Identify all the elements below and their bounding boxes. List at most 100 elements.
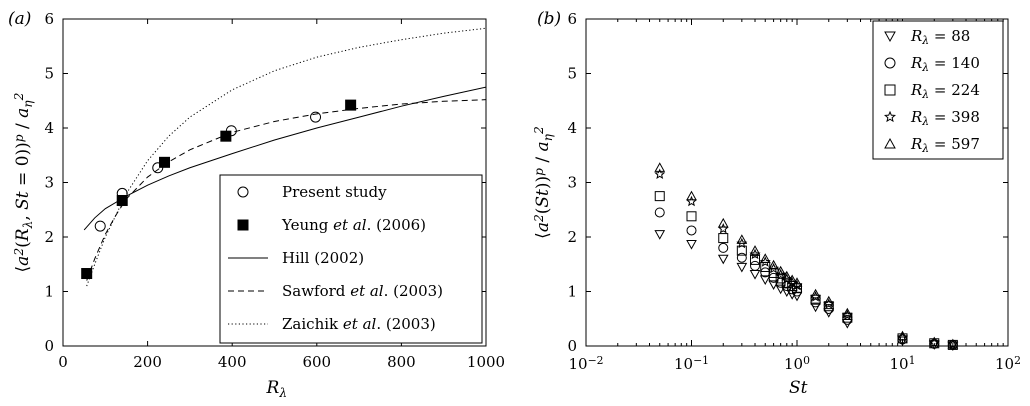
y-tick-label: 2 bbox=[44, 228, 54, 246]
y-tick-label: 3 bbox=[567, 174, 577, 192]
legend-marker bbox=[237, 219, 249, 231]
x-tick-label: 0 bbox=[58, 353, 68, 371]
data-point bbox=[823, 295, 835, 306]
x-tick-label: 100 bbox=[784, 354, 810, 373]
legend: Rλ = 88 Rλ = 140 Rλ = 224 Rλ = 398 Rλ = 597 bbox=[872, 20, 1004, 160]
x-tick-label: 200 bbox=[133, 353, 162, 371]
legend-marker bbox=[237, 186, 249, 198]
legend-label: Yeung et al. (2006) bbox=[281, 216, 426, 234]
data-point bbox=[823, 298, 835, 309]
data-point bbox=[768, 259, 779, 270]
data-point bbox=[823, 301, 834, 312]
data-point bbox=[654, 168, 666, 180]
data-point bbox=[750, 260, 761, 271]
data-point bbox=[718, 233, 729, 244]
data-point bbox=[81, 268, 93, 280]
data-point bbox=[686, 225, 697, 236]
legend-marker bbox=[884, 110, 896, 123]
legend-label: Rλ = 88 bbox=[910, 27, 970, 47]
legend-box bbox=[219, 174, 483, 344]
data-point bbox=[947, 338, 959, 350]
data-point bbox=[736, 262, 748, 273]
data-point bbox=[736, 252, 747, 263]
x-tick-label: 101 bbox=[890, 354, 916, 373]
legend-marker bbox=[884, 31, 896, 43]
legend-label: Rλ = 140 bbox=[910, 54, 980, 74]
y-axis-label: ⟨a2(St))p / aη2 bbox=[532, 126, 554, 239]
data-point bbox=[654, 230, 666, 240]
y-tick-label: 5 bbox=[44, 65, 54, 83]
data-point bbox=[791, 277, 803, 287]
legend: Present study Yeung et al. (2006) Hill (20… bbox=[219, 174, 483, 344]
panel-label: (b) bbox=[537, 9, 561, 29]
panel-a: 0 200 400 600 800 1000 0 1 2 3 4 5 6 (a) Rλ ⟨a2(Rλ, St … bbox=[8, 9, 505, 400]
data-point bbox=[717, 254, 729, 265]
data-point bbox=[736, 234, 748, 244]
data-point bbox=[928, 336, 940, 347]
data-point bbox=[897, 330, 908, 341]
legend-label: Hill (2002) bbox=[282, 249, 364, 267]
legend-marker bbox=[884, 84, 896, 96]
data-point bbox=[810, 294, 821, 305]
legend-label: Rλ = 398 bbox=[910, 108, 980, 128]
data-point bbox=[781, 270, 793, 281]
data-point bbox=[749, 245, 761, 255]
legend-label: Rλ = 224 bbox=[910, 81, 980, 101]
data-point bbox=[717, 217, 729, 228]
y-tick-label: 0 bbox=[567, 337, 577, 355]
y-axis-label: ⟨a2(Rλ, St = 0))p / aη2 bbox=[12, 92, 34, 272]
y-tick-label: 3 bbox=[44, 174, 54, 192]
data-point bbox=[842, 312, 853, 323]
x-tick-label: 400 bbox=[218, 353, 247, 371]
y-tick-label: 2 bbox=[567, 228, 577, 246]
legend-label: Rλ = 597 bbox=[910, 135, 980, 155]
y-tick-label: 4 bbox=[44, 119, 54, 137]
series-line bbox=[83, 86, 486, 231]
data-point bbox=[810, 302, 821, 313]
data-point bbox=[686, 190, 697, 201]
x-axis-label: Rλ bbox=[266, 378, 288, 400]
data-point bbox=[749, 269, 761, 280]
data-point bbox=[94, 220, 106, 232]
x-tick-label: 10−2 bbox=[568, 354, 603, 373]
data-point bbox=[781, 277, 792, 288]
legend-label: Present study bbox=[282, 183, 387, 201]
data-point bbox=[759, 253, 771, 263]
y-tick-label: 6 bbox=[44, 10, 54, 28]
data-point bbox=[947, 338, 959, 349]
y-tick-label: 5 bbox=[567, 65, 577, 83]
y-tick-label: 1 bbox=[567, 283, 577, 301]
data-point bbox=[220, 130, 232, 142]
data-point bbox=[654, 207, 665, 218]
data-point bbox=[781, 287, 793, 298]
data-point bbox=[159, 156, 171, 168]
y-tick-label: 4 bbox=[567, 119, 577, 137]
data-point bbox=[759, 275, 771, 286]
data-point bbox=[685, 195, 698, 207]
series-line bbox=[86, 99, 486, 281]
data-point bbox=[310, 111, 322, 123]
data-point bbox=[928, 336, 940, 348]
data-point bbox=[345, 99, 357, 111]
legend-label: Sawford et al. (2003) bbox=[282, 282, 443, 300]
data-point bbox=[841, 307, 853, 318]
data-point bbox=[686, 239, 697, 250]
legend-label: Zaichik et al. (2003) bbox=[282, 315, 436, 333]
y-tick-label: 6 bbox=[567, 10, 577, 28]
x-axis-label: St bbox=[789, 378, 808, 398]
data-point bbox=[686, 211, 697, 222]
x-tick-label: 800 bbox=[387, 353, 416, 371]
data-point bbox=[750, 254, 761, 265]
y-tick-label: 1 bbox=[44, 283, 54, 301]
panel-label: (a) bbox=[8, 9, 31, 29]
legend-marker bbox=[884, 57, 896, 69]
x-tick-label: 102 bbox=[995, 354, 1021, 373]
data-point bbox=[810, 288, 821, 299]
x-tick-label: 1000 bbox=[467, 353, 505, 371]
y-tick-label: 0 bbox=[44, 337, 54, 355]
data-point bbox=[654, 162, 666, 172]
data-point bbox=[654, 191, 665, 202]
data-point bbox=[786, 274, 798, 285]
data-point bbox=[718, 242, 729, 253]
